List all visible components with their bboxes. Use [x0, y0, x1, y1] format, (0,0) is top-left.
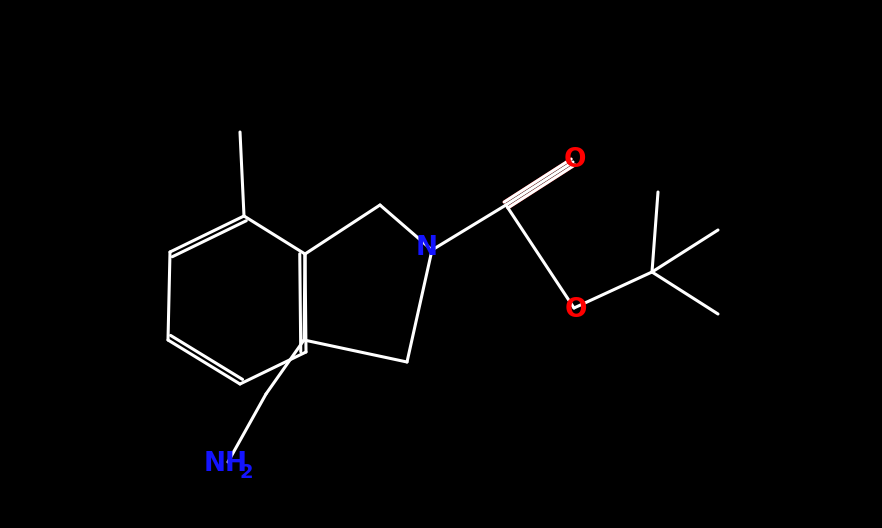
Text: O: O — [564, 147, 587, 173]
Text: NH: NH — [204, 451, 248, 477]
Text: O: O — [564, 297, 587, 323]
Text: 2: 2 — [239, 463, 253, 482]
Text: N: N — [416, 235, 438, 261]
